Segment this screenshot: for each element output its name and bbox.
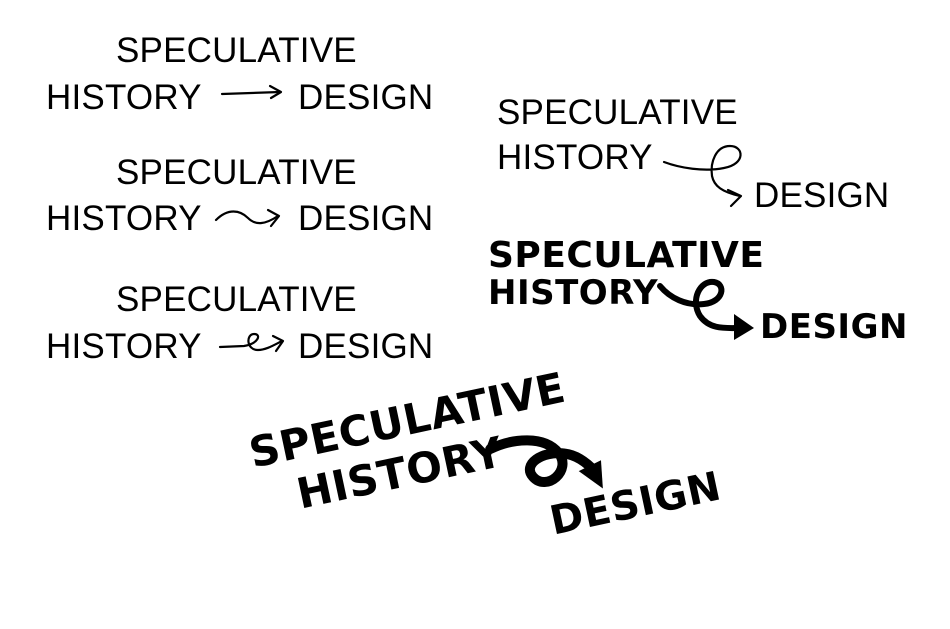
design-text: DESIGN [298, 199, 434, 238]
loop-arrow-icon [662, 144, 743, 208]
design-text: DESIGN [754, 176, 890, 215]
speculative-text: SPECULATIVE [116, 31, 357, 70]
loop-arrow-icon [218, 332, 285, 353]
straight-arrow-icon [220, 84, 283, 100]
speculative-text: SPECULATIVE [497, 93, 738, 132]
speculative-text: SPECULATIVE [116, 280, 357, 319]
history-text: HISTORY [46, 78, 202, 117]
history-text: HISTORY [46, 327, 202, 366]
design-text: DESIGN [298, 78, 434, 117]
design-text: DESIGN [298, 327, 434, 366]
history-text: HISTORY [497, 138, 653, 177]
speculative-text: SPECULATIVE [488, 235, 765, 276]
wavy-arrow-icon [214, 208, 281, 228]
bold-loop-arrow-icon [657, 278, 754, 340]
design-text: DESIGN [760, 307, 908, 347]
logo-variant-tilted: SPECULATIVE HISTORY DESIGN [242, 314, 757, 629]
history-text: HISTORY [46, 199, 202, 238]
speculative-text: SPECULATIVE [116, 153, 357, 192]
history-text: HISTORY [488, 273, 659, 313]
bold-loop-arrow-icon [485, 435, 603, 489]
